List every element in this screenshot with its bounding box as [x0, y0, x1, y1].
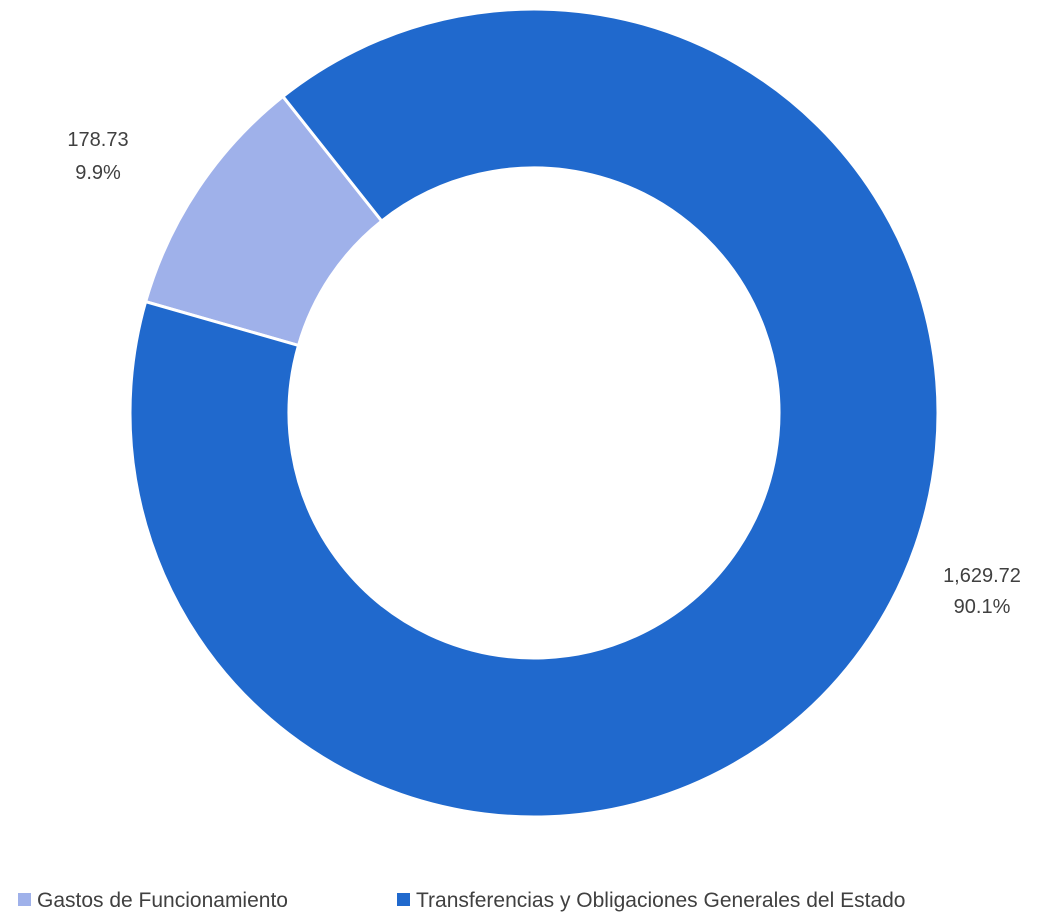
- legend-swatch-gastos: [18, 893, 31, 906]
- data-label-percent-gastos: 9.9%: [75, 162, 121, 184]
- legend-swatch-transferencias: [397, 893, 410, 906]
- legend-label-transferencias: Transferencias y Obligaciones Generales …: [416, 889, 905, 912]
- slice-transferencias: [128, 7, 940, 819]
- data-label-value-transferencias: 1,629.72: [943, 565, 1021, 587]
- legend: Gastos de Funcionamiento Transferencias …: [18, 889, 905, 912]
- donut-slices: [128, 7, 940, 819]
- data-labels: 178.73 9.9% 1,629.72 90.1%: [67, 129, 1021, 618]
- data-label-value-gastos: 178.73: [67, 129, 128, 151]
- data-label-percent-transferencias: 90.1%: [954, 596, 1011, 618]
- legend-label-gastos: Gastos de Funcionamiento: [37, 889, 288, 912]
